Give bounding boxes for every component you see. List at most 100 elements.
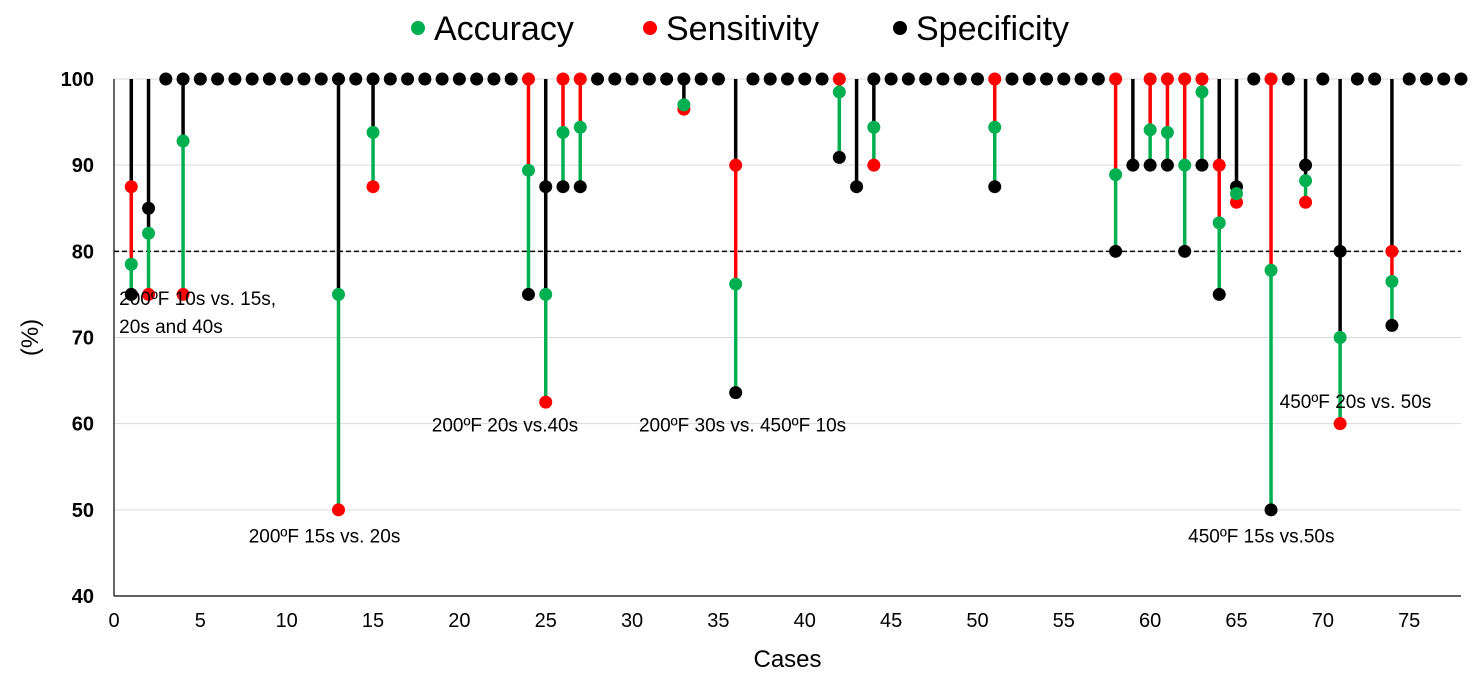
- specificity-point: [193, 72, 207, 86]
- accuracy-point: [556, 125, 570, 139]
- specificity-point: [970, 72, 984, 86]
- specificity-point: [1074, 72, 1088, 86]
- specificity-point: [314, 72, 328, 86]
- accuracy-point: [1195, 85, 1209, 99]
- specificity-point: [1264, 503, 1278, 517]
- x-axis-title: Cases: [753, 646, 821, 673]
- legend-marker-specificity: [893, 21, 907, 35]
- sensitivity-point: [573, 72, 587, 86]
- stems: [129, 79, 1394, 510]
- y-axis-title: (%): [17, 319, 44, 356]
- accuracy-point: [988, 120, 1002, 134]
- specificity-point: [1040, 72, 1054, 86]
- sensitivity-point: [124, 180, 138, 194]
- specificity-point: [1316, 72, 1330, 86]
- x-tick-label: 30: [621, 610, 643, 632]
- specificity-point: [815, 72, 829, 86]
- specificity-point: [1419, 72, 1433, 86]
- gridlines: [114, 78, 1461, 511]
- legend-label-sensitivity: Sensitivity: [666, 10, 819, 48]
- x-tick-label: 40: [794, 610, 816, 632]
- sensitivity-point: [832, 72, 846, 86]
- specificity-point: [1212, 287, 1226, 301]
- specificity-point: [1195, 158, 1209, 172]
- sensitivity-point: [332, 503, 345, 517]
- specificity-point: [1247, 72, 1261, 86]
- annotation-label: 200ºF 20s vs.40s: [432, 415, 578, 436]
- specificity-point: [159, 72, 173, 86]
- sensitivity-point: [988, 72, 1002, 86]
- x-tick-label: 0: [108, 610, 119, 632]
- sensitivity-point: [1299, 195, 1313, 209]
- x-tick-label: 15: [362, 610, 384, 632]
- x-tick-label: 20: [448, 610, 470, 632]
- specificity-point: [1022, 72, 1036, 86]
- x-axis-ticks: 0 5 10 15 20 25 30 35 40 45 50 55 60 65 70 75: [108, 610, 1420, 632]
- accuracy-point: [1333, 331, 1347, 344]
- sensitivity-point: [1195, 72, 1209, 86]
- specificity-point: [1385, 318, 1399, 332]
- specificity-point: [245, 72, 259, 86]
- specificity-point: [280, 72, 294, 86]
- legend: Accuracy Sensitivity Specificity: [411, 10, 1069, 48]
- accuracy-point: [1143, 123, 1157, 137]
- specificity-point: [1454, 72, 1468, 86]
- accuracy-point: [539, 287, 553, 301]
- specificity-point: [729, 386, 743, 400]
- annotation-label: 450ºF 20s vs. 50s: [1280, 392, 1432, 413]
- specificity-point: [142, 201, 156, 215]
- sensitivity-point: [867, 158, 881, 172]
- sensitivity-point: [176, 287, 190, 301]
- annotation-label: 200ºF 15s vs. 20s: [249, 527, 401, 548]
- legend-label-accuracy: Accuracy: [434, 10, 574, 48]
- specificity-point: [798, 72, 812, 86]
- x-tick-label: 45: [880, 610, 902, 632]
- sensitivity-point: [1212, 158, 1226, 172]
- y-tick-label: 80: [72, 241, 94, 263]
- specificity-point: [211, 72, 225, 86]
- specificity-point: [573, 180, 587, 194]
- specificity-point: [124, 287, 138, 301]
- y-tick-label: 70: [72, 328, 94, 350]
- specificity-point: [1160, 158, 1174, 172]
- specificity-point: [332, 72, 345, 86]
- accuracy-point: [1264, 263, 1278, 277]
- y-tick-label: 90: [72, 155, 94, 177]
- sensitivity-point: [1333, 417, 1347, 431]
- sensitivity-point: [1143, 72, 1157, 86]
- annotations: 200ºF 10s vs. 15s, 20s and 40s 200ºF 15s v…: [119, 289, 1431, 548]
- specificity-point: [1109, 244, 1123, 258]
- x-tick-label: 5: [195, 610, 206, 632]
- sensitivity-point: [366, 180, 380, 194]
- specificity-point: [988, 180, 1002, 194]
- specificity-point: [1057, 72, 1071, 86]
- specificity-point: [504, 72, 518, 86]
- specificity-point: [1281, 72, 1295, 86]
- specificity-point: [677, 72, 691, 86]
- x-tick-label: 50: [966, 610, 988, 632]
- specificity-point: [660, 72, 674, 86]
- accuracy-point: [729, 277, 743, 291]
- accuracy-point: [1109, 168, 1123, 182]
- specificity-point: [452, 72, 466, 86]
- legend-marker-sensitivity: [643, 21, 657, 35]
- specificity-point: [539, 180, 553, 194]
- accuracy-point: [142, 226, 156, 240]
- accuracy-point: [1230, 187, 1243, 201]
- x-tick-label: 70: [1312, 610, 1334, 632]
- annotation-label: 200ºF 10s vs. 15s,: [119, 289, 276, 310]
- specificity-point: [383, 72, 397, 86]
- accuracy-point: [1178, 158, 1192, 172]
- specificity-point: [608, 72, 622, 86]
- accuracy-point: [124, 257, 138, 271]
- specificity-point: [625, 72, 639, 86]
- accuracy-point: [832, 85, 846, 99]
- accuracy-point: [521, 163, 535, 177]
- specificity-point: [1143, 158, 1157, 172]
- specificity-point: [487, 72, 501, 86]
- sensitivity-point: [1385, 244, 1399, 258]
- specificity-point: [228, 72, 242, 86]
- x-tick-label: 25: [535, 610, 557, 632]
- specificity-point: [781, 72, 794, 86]
- accuracy-point: [366, 125, 380, 139]
